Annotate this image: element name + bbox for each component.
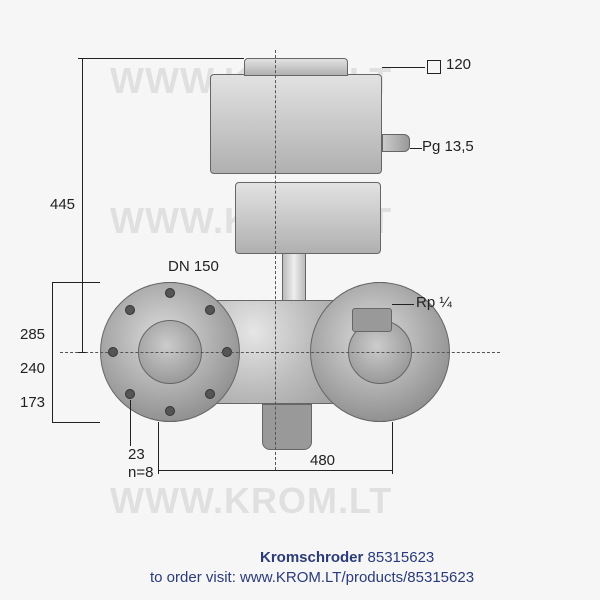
actuator-upper-housing xyxy=(210,74,382,174)
dim-ext-top xyxy=(82,58,244,59)
brand-name: Kromschroder xyxy=(260,549,363,566)
bottom-port xyxy=(262,404,312,450)
part-number: 85315623 xyxy=(368,549,435,566)
pressure-test-port xyxy=(352,308,392,332)
flange-bolt xyxy=(205,389,215,399)
flange-bolt xyxy=(125,305,135,315)
flange-bolt xyxy=(165,288,175,298)
order-label: to order visit: xyxy=(150,569,236,586)
dim-cable-gland: Pg 13,5 xyxy=(422,138,474,155)
dim-ext-480l xyxy=(158,422,159,470)
dim-ext-480r xyxy=(392,422,393,470)
dim-bolt-diameter: 23 xyxy=(128,446,145,463)
cable-gland xyxy=(382,134,410,152)
dim-line-285 xyxy=(52,282,53,422)
footer-line-1: Kromschroder 85315623 xyxy=(260,549,434,566)
flange-bolt xyxy=(205,305,215,315)
dim-bolt-count: n=8 xyxy=(128,464,153,481)
diagram-canvas: WWW.KROM.LT WWW.KROM.LT WWW.KROM.LT WWW.… xyxy=(0,0,600,600)
leader-pg xyxy=(410,148,422,149)
dim-rp-port: Rp ¼ xyxy=(416,294,452,311)
dim-line-445 xyxy=(82,58,83,352)
centerline-v xyxy=(275,50,276,470)
flange-bolt xyxy=(125,389,135,399)
actuator-lower-housing xyxy=(235,182,381,254)
dim-flange-od: 285 xyxy=(20,326,45,343)
square-symbol-icon xyxy=(427,60,441,74)
leader-bolt xyxy=(130,400,131,446)
centerline-h xyxy=(60,352,500,353)
watermark: WWW.KROM.LT xyxy=(110,480,392,522)
dim-overall-height: 445 xyxy=(50,196,75,213)
dim-line-480 xyxy=(158,470,392,471)
footer-line-2: to order visit: www.KROM.LT/products/853… xyxy=(150,569,474,586)
dim-ext-285t xyxy=(52,282,100,283)
dim-length: 480 xyxy=(310,452,335,469)
dim-dn: DN 150 xyxy=(168,258,219,275)
leader-top-box xyxy=(382,67,425,68)
leader-rp xyxy=(392,304,414,305)
dim-ext-285b xyxy=(52,422,100,423)
dim-tick xyxy=(78,352,86,353)
flange-bolt xyxy=(165,406,175,416)
actuator-cap xyxy=(244,58,348,76)
dim-centerline-height: 173 xyxy=(20,394,45,411)
dim-bolt-circle: 240 xyxy=(20,360,45,377)
order-url[interactable]: www.KROM.LT/products/85315623 xyxy=(240,569,474,586)
dim-actuator-width: 120 xyxy=(446,56,471,73)
valve-stem xyxy=(282,254,306,300)
